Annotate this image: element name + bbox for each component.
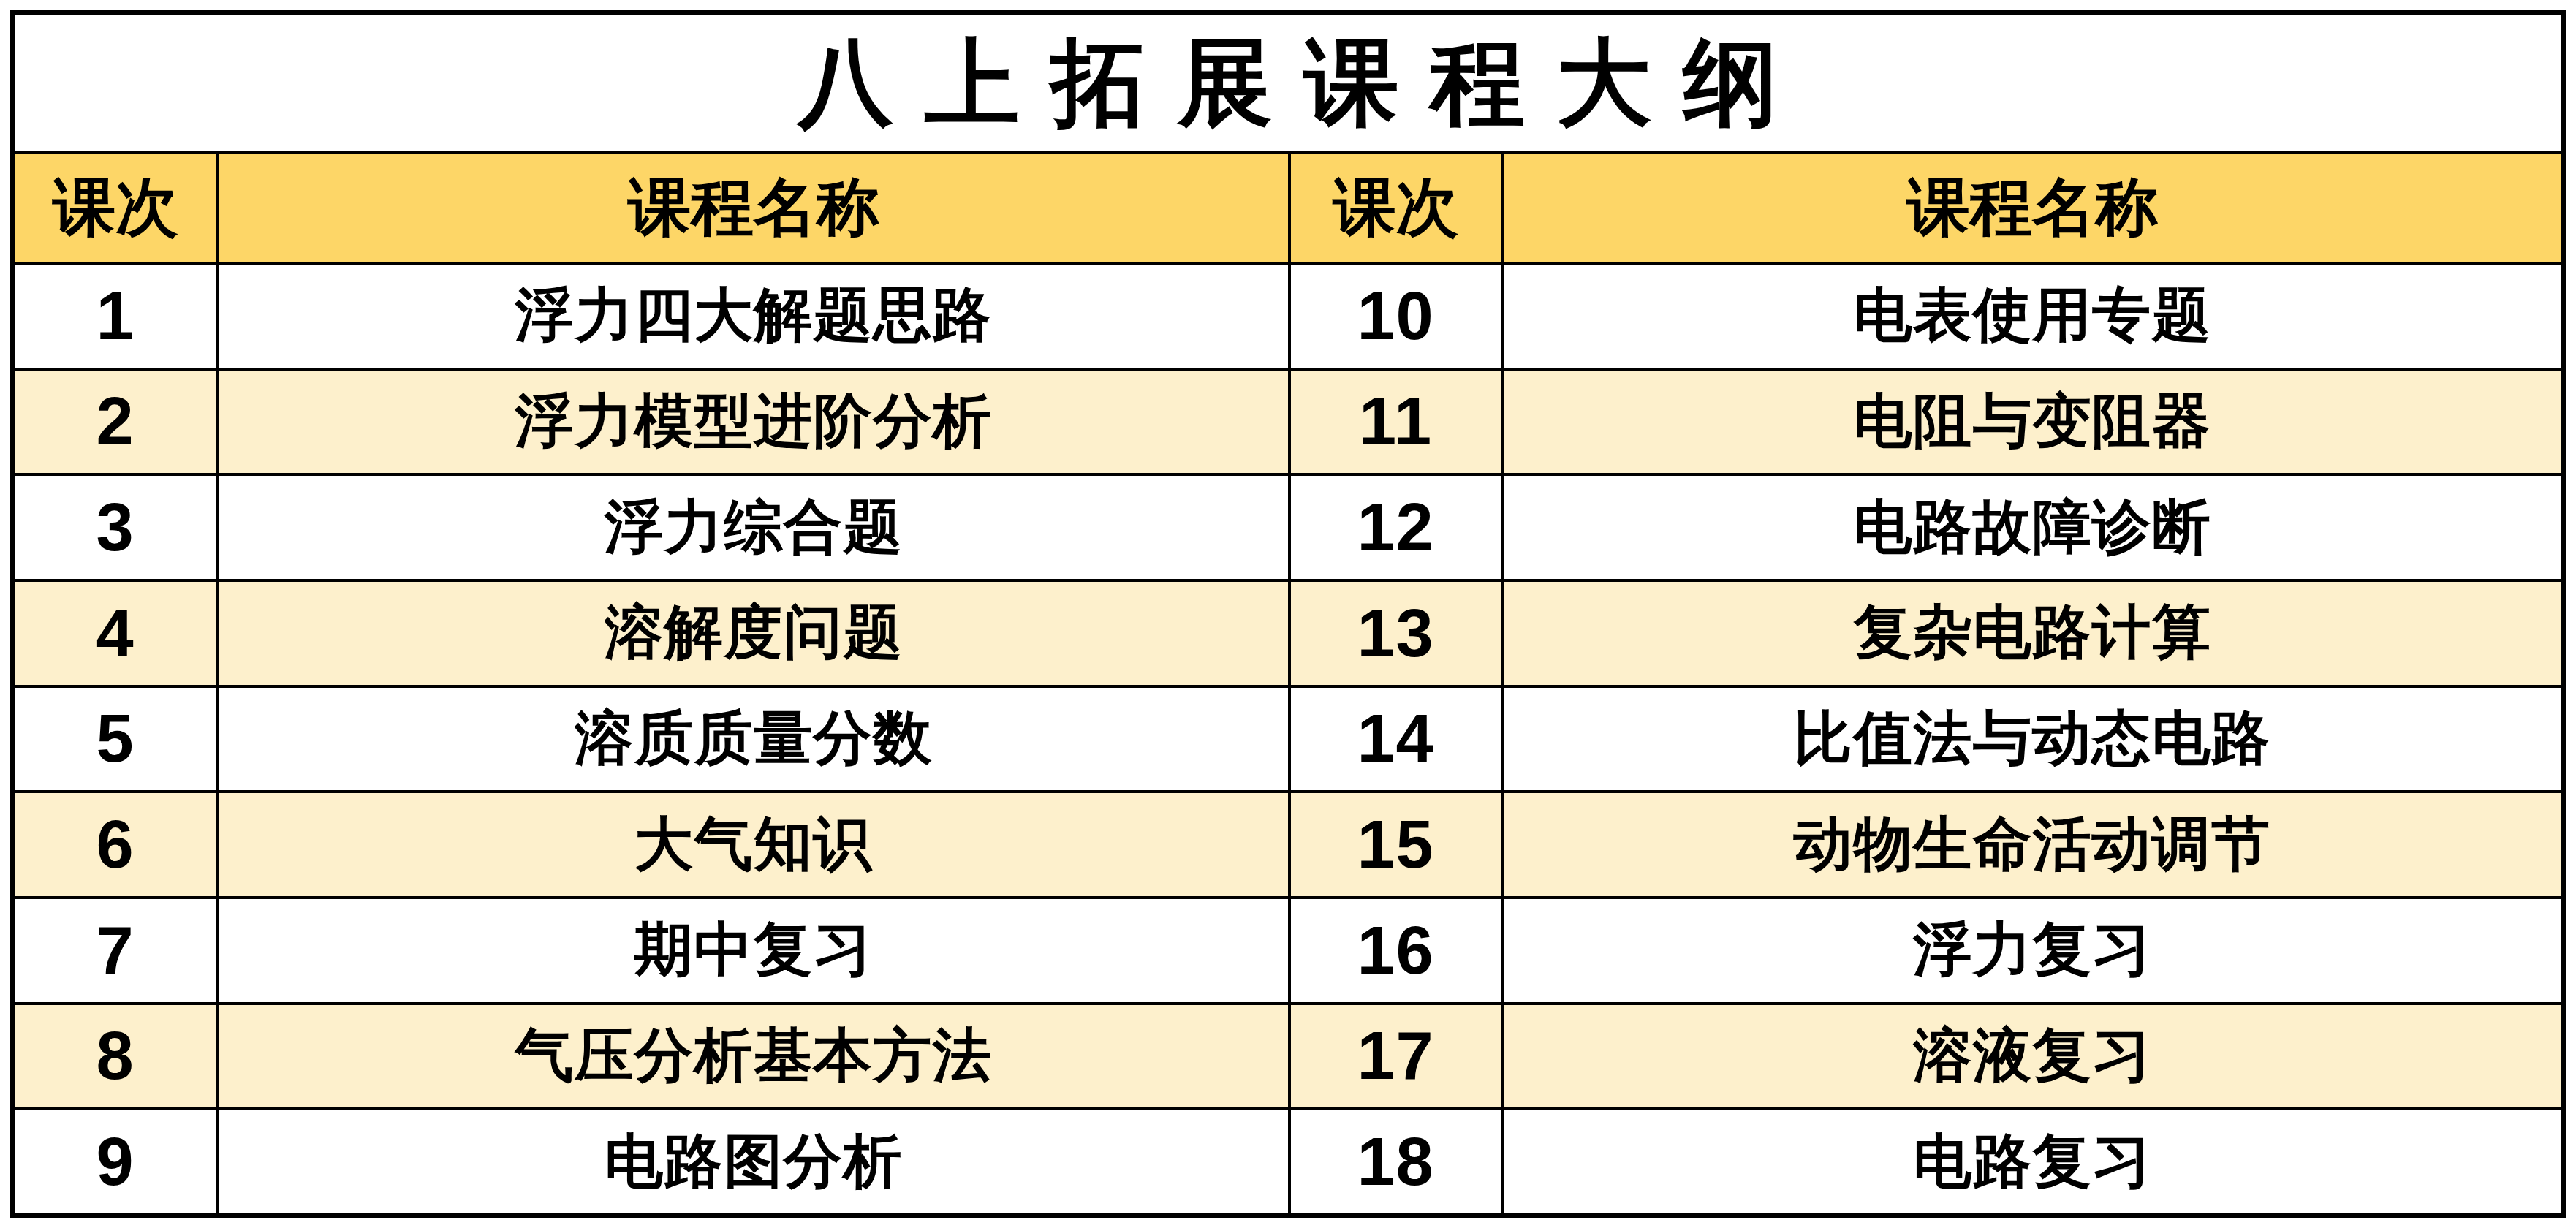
course-name-cell: 浮力四大解题思路	[219, 265, 1288, 368]
lesson-number-cell: 5	[15, 688, 216, 791]
lesson-number-cell: 10	[1291, 265, 1501, 368]
course-name-cell: 浮力复习	[1504, 899, 2561, 1002]
lesson-number-cell: 6	[15, 793, 216, 896]
lesson-number-cell: 1	[15, 265, 216, 368]
header-lesson-number-right: 课次	[1291, 154, 1501, 262]
course-name-cell: 期中复习	[219, 899, 1288, 1002]
table-grid: 八上拓展课程大纲 课次 课程名称 课次 课程名称 1 浮力四大解题思路 10 电…	[15, 15, 2561, 1213]
lesson-number-cell: 12	[1291, 476, 1501, 579]
course-name-cell: 电路图分析	[219, 1110, 1288, 1213]
lesson-number-cell: 3	[15, 476, 216, 579]
lesson-number-cell: 17	[1291, 1005, 1501, 1108]
course-name-cell: 比值法与动态电路	[1504, 688, 2561, 791]
lesson-number-cell: 16	[1291, 899, 1501, 1002]
lesson-number-cell: 8	[15, 1005, 216, 1108]
lesson-number-cell: 7	[15, 899, 216, 1002]
lesson-number-cell: 13	[1291, 582, 1501, 685]
header-course-name-right: 课程名称	[1504, 154, 2561, 262]
table-title: 八上拓展课程大纲	[15, 15, 2561, 151]
course-name-cell: 浮力模型进阶分析	[219, 371, 1288, 474]
course-name-cell: 电路复习	[1504, 1110, 2561, 1213]
course-name-cell: 电路故障诊断	[1504, 476, 2561, 579]
course-name-cell: 溶液复习	[1504, 1005, 2561, 1108]
lesson-number-cell: 18	[1291, 1110, 1501, 1213]
course-name-cell: 大气知识	[219, 793, 1288, 896]
course-name-cell: 浮力综合题	[219, 476, 1288, 579]
course-name-cell: 溶质质量分数	[219, 688, 1288, 791]
course-name-cell: 电表使用专题	[1504, 265, 2561, 368]
lesson-number-cell: 14	[1291, 688, 1501, 791]
course-name-cell: 气压分析基本方法	[219, 1005, 1288, 1108]
lesson-number-cell: 9	[15, 1110, 216, 1213]
course-outline-table: 八上拓展课程大纲 课次 课程名称 课次 课程名称 1 浮力四大解题思路 10 电…	[10, 10, 2566, 1218]
course-name-cell: 溶解度问题	[219, 582, 1288, 685]
course-name-cell: 动物生命活动调节	[1504, 793, 2561, 896]
lesson-number-cell: 11	[1291, 371, 1501, 474]
header-course-name-left: 课程名称	[219, 154, 1288, 262]
lesson-number-cell: 15	[1291, 793, 1501, 896]
course-name-cell: 电阻与变阻器	[1504, 371, 2561, 474]
header-lesson-number-left: 课次	[15, 154, 216, 262]
lesson-number-cell: 4	[15, 582, 216, 685]
lesson-number-cell: 2	[15, 371, 216, 474]
course-name-cell: 复杂电路计算	[1504, 582, 2561, 685]
